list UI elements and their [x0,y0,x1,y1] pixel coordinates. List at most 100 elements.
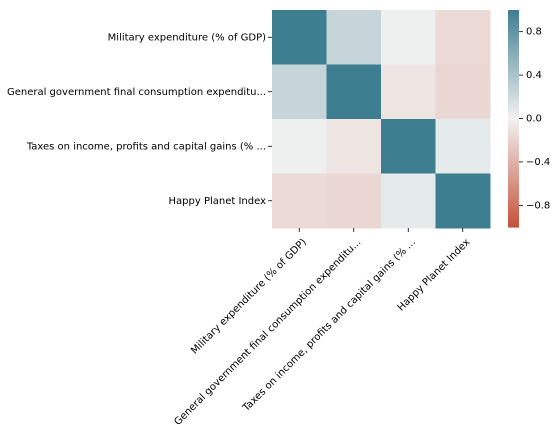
colorbar-strip [508,90,519,93]
colorbar-strip [508,56,519,59]
colorbar-strip [508,130,519,134]
colorbar-strip [508,126,519,130]
colorbar-tick-label: 0.0 [526,114,542,125]
colorbar-strip [508,72,519,75]
colorbar-strip [508,138,519,142]
colorbar-strip [508,86,519,89]
heatmap-cell-r1-c3 [435,64,491,120]
colorbar-strip [508,166,519,170]
colorbar-strip [508,154,519,158]
colorbar-strip [508,20,519,23]
colorbar-tick-label: 0.8 [526,27,542,38]
colorbar-strip [508,110,519,114]
colorbar-strip [508,120,519,124]
colorbar-strip [508,24,519,27]
colorbar-strip [508,204,519,208]
row-label: General government final consumption exp… [7,87,266,98]
colorbar-strip [508,34,519,37]
colorbar-strip [508,196,519,200]
colorbar-strip [508,46,519,49]
heatmap-cell-r3-c2 [381,173,436,229]
colorbar-strip [508,62,519,65]
colorbar-strip [508,88,519,91]
heatmap-cell-r0-c3 [435,10,491,65]
colorbar-strip [508,214,519,218]
colorbar-strip [508,106,519,110]
colorbar-strip [508,10,519,13]
colorbar-strip [508,12,519,15]
colorbar-strip [508,48,519,51]
colorbar-strip [508,66,519,69]
colorbar-strip [508,74,519,77]
colorbar-strip [508,172,519,176]
colorbar-strip [508,220,519,224]
colorbar-strip [508,190,519,194]
row-label: Military expenditure (% of GDP) [108,32,266,43]
row-label: Taxes on income, profits and capital gai… [26,141,266,152]
colorbar-strip [508,32,519,35]
heatmap-cell-r1-c1 [326,64,382,120]
colorbar-strip [508,222,519,226]
colorbar-strip [508,52,519,55]
column-label: General government final consumption exp… [172,237,363,428]
colorbar-strip [508,148,519,152]
colorbar-strip [508,218,519,222]
colorbar-strip [508,176,519,180]
colorbar-strip [508,114,519,118]
colorbar-strip [508,208,519,212]
colorbar-strip [508,84,519,87]
colorbar-strip [508,108,519,112]
colorbar-strip [508,182,519,186]
colorbar-strip [508,112,519,116]
colorbar-tick-label: −0.4 [526,157,550,168]
column-labels: Military expenditure (% of GDP)General g… [172,228,472,428]
colorbar-strip [508,28,519,31]
colorbar-strip [508,164,519,168]
colorbar-strip [508,180,519,184]
heatmap-cell-r0-c1 [326,10,382,65]
colorbar-strip [508,202,519,206]
column-label: Military expenditure (% of GDP) [189,237,309,357]
colorbar-strip [508,38,519,41]
colorbar-strip [508,76,519,79]
colorbar-strip [508,118,519,122]
colorbar-strip [508,30,519,33]
colorbar-strip [508,102,519,106]
heatmap-cell-r2-c1 [326,119,382,174]
colorbar-strip [508,22,519,25]
colorbar-strip [508,92,519,95]
colorbar-strip [508,188,519,192]
heatmap-cell-r3-c0 [272,173,327,229]
colorbar-strip [508,144,519,148]
colorbar-strip [508,58,519,61]
colorbar-strip [508,134,519,138]
colorbar-strip [508,54,519,57]
colorbar-strip [508,210,519,214]
heatmap-cell-r2-c2 [381,119,436,174]
colorbar-strip [508,132,519,136]
colorbar-strip [508,140,519,144]
heatmap-cell-r1-c0 [272,64,327,120]
colorbar-strip [508,64,519,67]
colorbar-strip [508,36,519,39]
colorbar-strip [508,78,519,81]
heatmap-cell-r0-c0 [272,10,327,65]
colorbar-strip [508,122,519,126]
colorbar-strip [508,26,519,29]
colorbar-strip [508,174,519,178]
colorbar-strip [508,178,519,182]
colorbar-strip [508,194,519,198]
colorbar-strip [508,60,519,63]
heatmap-cells [272,10,491,229]
colorbar-strip [508,16,519,19]
row-labels: Military expenditure (% of GDP) General g… [7,32,272,207]
colorbar-strip [508,162,519,166]
heatmap-cell-r3-c3 [435,173,491,229]
colorbar-strip [508,100,519,104]
colorbar-strip [508,206,519,210]
colorbar-strip [508,150,519,154]
colorbar-strip [508,186,519,190]
colorbar-strip [508,168,519,172]
